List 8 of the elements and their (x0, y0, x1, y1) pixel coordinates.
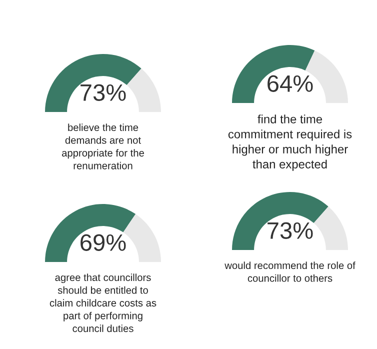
text: find the time commitment required is higher or much higher than expected (228, 114, 352, 171)
text: would recommend the role of councillor to others (224, 262, 356, 282)
text: believe the time demands are not appropriate for the renumeration (62, 124, 144, 170)
data-label: 69% (80, 234, 126, 251)
data-label: 64% (268, 75, 313, 92)
data-label: 73% (80, 84, 126, 101)
data-label: 73% (268, 222, 313, 239)
text: agree that councillors should be entitled to claim childcare costs as part of performing council duties (50, 274, 156, 332)
